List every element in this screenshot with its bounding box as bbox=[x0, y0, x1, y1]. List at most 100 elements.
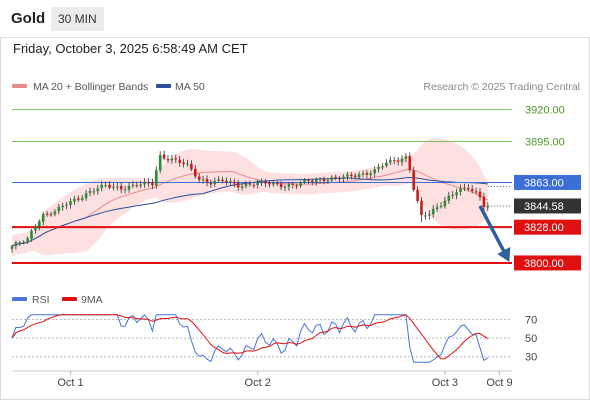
candle bbox=[18, 240, 22, 246]
candle bbox=[244, 180, 248, 189]
candle-body bbox=[299, 182, 302, 186]
candle bbox=[439, 202, 443, 209]
candle-body bbox=[287, 184, 291, 187]
candle-body bbox=[143, 181, 146, 185]
candle-body bbox=[10, 246, 14, 249]
candle-body bbox=[350, 174, 353, 177]
candle-body bbox=[369, 173, 373, 176]
candle-body bbox=[252, 185, 256, 187]
candle-body bbox=[162, 154, 166, 159]
candle bbox=[322, 176, 326, 185]
level-label-3863.00: 3863.00 bbox=[524, 177, 564, 189]
level-label-3920.00: 3920.00 bbox=[525, 105, 565, 117]
candle-body bbox=[373, 169, 376, 174]
candle bbox=[424, 211, 427, 220]
candle-body bbox=[158, 155, 162, 171]
candle-body bbox=[330, 177, 334, 181]
candle bbox=[416, 186, 419, 204]
candle bbox=[389, 156, 392, 166]
candle-body bbox=[392, 160, 396, 162]
candle bbox=[330, 175, 334, 182]
candle-body bbox=[342, 176, 345, 179]
candle bbox=[182, 158, 185, 168]
candle-body bbox=[408, 156, 412, 171]
candle-body bbox=[100, 184, 103, 189]
candle-body bbox=[151, 182, 154, 186]
candle-body bbox=[279, 183, 283, 188]
candle-body bbox=[236, 182, 240, 188]
candle bbox=[225, 177, 228, 186]
candle-body bbox=[233, 181, 236, 184]
candle bbox=[53, 209, 57, 217]
last-price-label: 3844.58 bbox=[524, 201, 564, 213]
candle bbox=[443, 196, 447, 209]
candle bbox=[229, 178, 232, 186]
candle-body bbox=[416, 189, 419, 201]
candle bbox=[268, 180, 271, 188]
candle-body bbox=[45, 213, 49, 215]
candle bbox=[260, 178, 263, 187]
candle-body bbox=[334, 177, 337, 179]
copyright-label: Research © 2025 Trading Central bbox=[423, 81, 580, 93]
candle-body bbox=[80, 198, 84, 200]
candle-body bbox=[486, 205, 490, 208]
candle bbox=[338, 175, 341, 183]
candle bbox=[57, 203, 61, 215]
candle-body bbox=[389, 159, 392, 163]
candle bbox=[190, 160, 193, 172]
candle-body bbox=[439, 206, 443, 208]
candle-body bbox=[147, 182, 150, 184]
chart-datetime: Friday, October 3, 2025 6:58:49 AM CET bbox=[13, 41, 248, 56]
candle-body bbox=[467, 187, 470, 190]
candle bbox=[357, 171, 361, 179]
candle bbox=[431, 205, 435, 218]
timeframe-button[interactable]: 30 MIN bbox=[51, 7, 104, 31]
candle bbox=[361, 170, 365, 178]
candle-body bbox=[92, 191, 96, 193]
candle-body bbox=[104, 185, 107, 187]
candle-body bbox=[451, 194, 454, 196]
candle bbox=[404, 152, 408, 163]
candle bbox=[201, 175, 205, 184]
candle bbox=[131, 181, 135, 189]
candle bbox=[377, 163, 380, 173]
candle bbox=[158, 151, 162, 174]
candle-body bbox=[431, 208, 435, 215]
ma9-legend-swatch bbox=[62, 297, 77, 301]
candle bbox=[299, 180, 302, 189]
candle-body bbox=[84, 193, 88, 199]
rsi-tick-label: 50 bbox=[525, 333, 537, 345]
candle bbox=[194, 165, 197, 179]
candle-body bbox=[174, 158, 178, 160]
main-legend: MA 20 + Bollinger Bands MA 50 Research ©… bbox=[12, 81, 580, 93]
candle-body bbox=[291, 183, 295, 185]
candle-body bbox=[166, 158, 170, 161]
candle bbox=[221, 176, 224, 184]
candle-body bbox=[69, 201, 72, 205]
ma50-legend-label: MA 50 bbox=[175, 81, 205, 93]
candle-body bbox=[381, 166, 384, 168]
candle-body bbox=[53, 211, 57, 215]
candle-body bbox=[283, 186, 287, 188]
x-tick-label: Oct 2 bbox=[245, 377, 271, 389]
candle bbox=[151, 178, 154, 190]
bollinger-band-fill bbox=[12, 138, 488, 257]
level-label-3895.00: 3895.00 bbox=[525, 137, 565, 149]
candle-body bbox=[377, 166, 380, 170]
candle-body bbox=[221, 179, 224, 182]
candle-body bbox=[443, 200, 447, 207]
candle bbox=[318, 177, 322, 184]
candle bbox=[65, 202, 68, 210]
candle bbox=[346, 171, 349, 181]
candle bbox=[342, 174, 345, 183]
candle-body bbox=[217, 179, 220, 181]
candle bbox=[279, 181, 283, 191]
candle bbox=[272, 180, 275, 187]
candle bbox=[233, 178, 236, 188]
candle bbox=[143, 178, 146, 188]
level-label-3800.00: 3800.00 bbox=[524, 258, 564, 270]
candle bbox=[186, 159, 189, 167]
level-badge-3863.00 bbox=[514, 174, 581, 190]
candle bbox=[392, 156, 396, 165]
